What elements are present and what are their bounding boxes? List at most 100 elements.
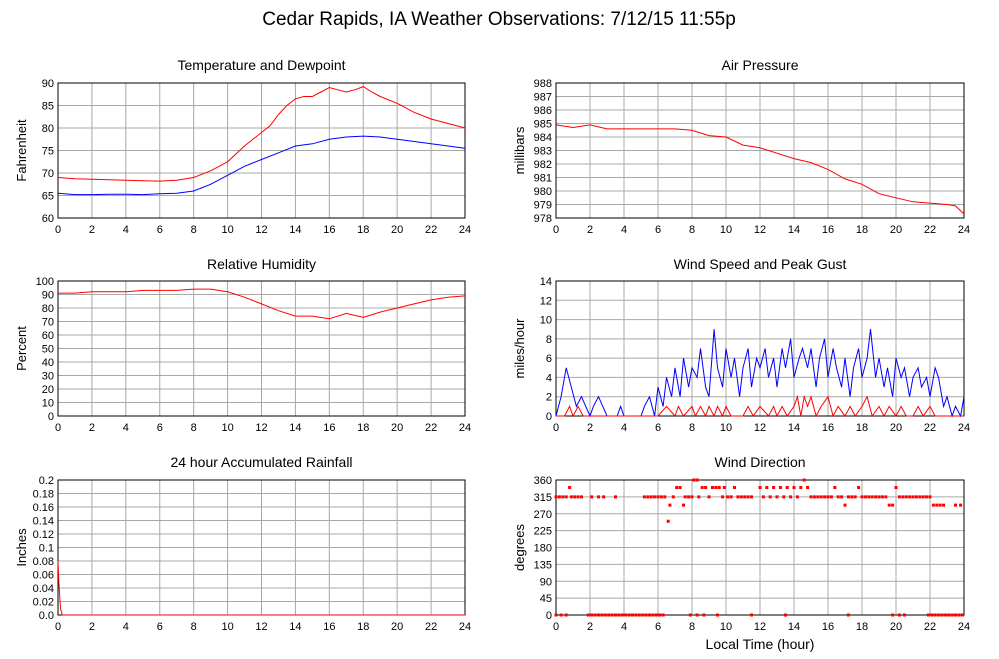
humidity-x-tick-label: 16 [323, 422, 335, 434]
direction-point [590, 495, 594, 499]
x-axis-label: Local Time (hour) [706, 636, 815, 652]
direction-point [897, 613, 901, 617]
rain-x-tick-label: 20 [391, 621, 403, 633]
humidity-y-tick-label: 50 [42, 344, 54, 356]
direction-point [768, 495, 772, 499]
direction-point [943, 613, 947, 617]
direction-point [593, 613, 597, 617]
direction-point [778, 486, 782, 489]
temp-y-tick-label: 75 [42, 146, 54, 158]
temp-y-tick-label: 85 [42, 101, 54, 113]
direction-point [559, 613, 563, 617]
direction-point [877, 495, 881, 499]
humidity-x-tick-label: 8 [191, 422, 197, 434]
direction-point [600, 613, 604, 617]
direction-point [568, 486, 572, 489]
direction-point [695, 613, 699, 617]
temp-x-tick-label: 0 [55, 224, 61, 236]
rain-x-tick-label: 24 [459, 621, 471, 633]
direction-point [569, 495, 573, 499]
direction-point [829, 495, 833, 499]
pressure-y-tick-label: 979 [534, 200, 552, 212]
pressure-y-tick-label: 986 [534, 105, 552, 117]
humidity-x-tick-label: 18 [357, 422, 369, 434]
direction-point [666, 519, 670, 523]
rain-series-0-line [57, 560, 465, 616]
direction-point [904, 495, 908, 499]
direction-point [880, 495, 884, 499]
direction-point [733, 486, 736, 489]
direction-x-tick-label: 4 [621, 621, 627, 633]
direction-y-tick-label: 45 [540, 593, 552, 605]
temp-x-tick-label: 12 [255, 224, 267, 236]
direction-point [617, 613, 621, 617]
wind-y-tick-label: 2 [546, 392, 552, 404]
wind-x-tick-label: 18 [856, 422, 868, 434]
direction-point [658, 613, 662, 617]
rain-x-tick-label: 6 [157, 621, 163, 633]
direction-point [642, 495, 646, 499]
temp-x-tick-label: 6 [157, 224, 163, 236]
wind-y-tick-label: 10 [540, 315, 552, 327]
direction-point [775, 495, 779, 499]
direction-point [721, 495, 725, 499]
humidity-x-tick-label: 24 [459, 422, 471, 434]
wind-series-1-line [556, 394, 964, 418]
direction-point [784, 613, 787, 617]
temp-series-1-line [57, 135, 466, 196]
humidity-y-tick-label: 0 [48, 411, 54, 423]
direction-point [564, 495, 568, 499]
direction-point [809, 495, 813, 499]
direction-point [901, 495, 905, 499]
wind-x-tick-label: 22 [924, 422, 936, 434]
temp-title: Temperature and Dewpoint [177, 57, 345, 73]
direction-x-tick-label: 22 [924, 621, 936, 633]
direction-frame [555, 479, 965, 616]
direction-point [833, 486, 837, 489]
rain-y-tick-label: 0.04 [33, 583, 54, 595]
pressure-x-tick-label: 14 [788, 224, 800, 236]
rain-x-tick-label: 2 [89, 621, 95, 633]
direction-x-tick-label: 24 [958, 621, 970, 633]
direction-point [843, 503, 847, 507]
temp-x-tick-label: 10 [221, 224, 233, 236]
pressure-x-tick-label: 18 [856, 224, 868, 236]
direction-point [707, 495, 711, 499]
direction-point [722, 486, 726, 489]
direction-point [938, 503, 942, 507]
humidity-y-tick-label: 10 [42, 398, 54, 410]
wind-x-tick-label: 16 [822, 422, 834, 434]
pressure-x-tick-label: 20 [890, 224, 902, 236]
rain-y-tick-label: 0.12 [33, 529, 54, 541]
direction-point [637, 613, 641, 617]
pressure-x-tick-label: 8 [689, 224, 695, 236]
direction-point [957, 613, 961, 617]
rain-y-tick-label: 0.16 [33, 502, 54, 514]
wind-y-tick-label: 14 [540, 276, 552, 288]
direction-point [690, 495, 694, 499]
humidity-y-axis-label: Percent [14, 326, 29, 371]
pressure-x-tick-label: 16 [822, 224, 834, 236]
rain-x-tick-label: 10 [221, 621, 233, 633]
direction-point [758, 486, 762, 489]
direction-point [704, 486, 708, 489]
direction-point [590, 613, 594, 617]
direction-point [782, 495, 786, 499]
direction-point [576, 495, 580, 499]
pressure-y-tick-label: 988 [534, 78, 552, 90]
direction-point [614, 495, 617, 499]
direction-y-tick-label: 0 [546, 610, 552, 622]
temp-x-tick-label: 4 [123, 224, 129, 236]
pressure-x-tick-label: 24 [958, 224, 970, 236]
direction-point [736, 495, 740, 499]
wind-x-tick-label: 12 [754, 422, 766, 434]
direction-point [656, 495, 660, 499]
wind-x-tick-label: 10 [720, 422, 732, 434]
humidity-x-tick-label: 20 [391, 422, 403, 434]
rain-x-tick-label: 8 [191, 621, 197, 633]
pressure-y-axis-label: millibars [512, 126, 527, 174]
